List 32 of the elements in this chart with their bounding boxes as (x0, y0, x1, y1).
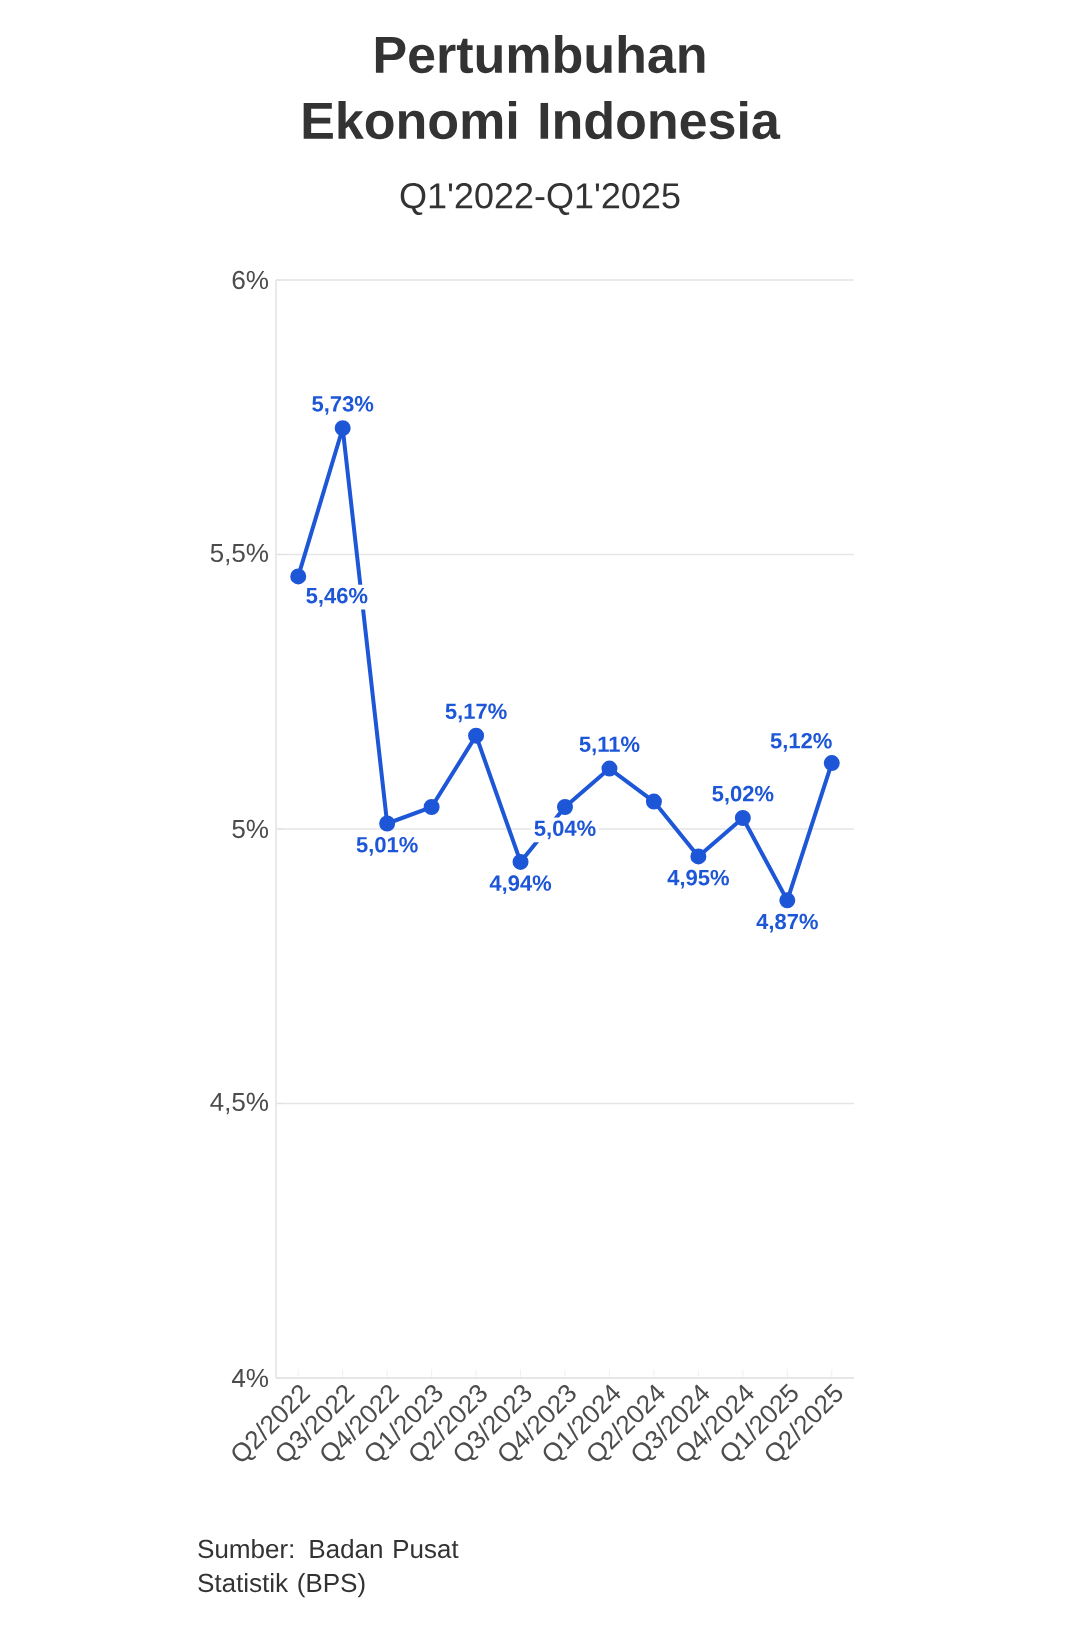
data-label: 5,17% (445, 703, 507, 723)
data-label: 5,04% (534, 820, 596, 840)
point (512, 853, 529, 870)
point (468, 727, 485, 744)
chart-subtitle: Q1'2022-Q1'2025 (400, 183, 680, 215)
data-label: 5,73% (312, 396, 374, 415)
y-tick-label: 4% (231, 1368, 269, 1388)
text: Sumber: Badan Pusat Statistik (BPS) (198, 1539, 459, 1598)
data-label: 5,46% (306, 587, 368, 607)
data-label: 5,11% (579, 736, 640, 756)
point (334, 420, 351, 437)
point (423, 799, 440, 816)
point (290, 568, 307, 585)
point (601, 760, 618, 777)
data-label: 4,94% (489, 875, 552, 895)
point (690, 848, 707, 865)
point (557, 799, 573, 816)
data-label: 4,87% (756, 913, 818, 933)
point (779, 892, 796, 909)
point (379, 815, 396, 832)
y-tick-label: 4,5% (210, 1092, 269, 1115)
data-label: 5,12% (770, 732, 832, 752)
chart-title: Pertumbuhan Ekonomi Indonesia (303, 35, 781, 140)
y-tick-label: 6% (232, 270, 269, 290)
point (823, 755, 840, 772)
data-label: 5,02% (712, 785, 774, 805)
data-label: 4,95% (667, 869, 729, 889)
y-tick-label: 5% (232, 819, 269, 839)
data-label: 5,01% (356, 836, 418, 856)
y-tick-label: 5,5% (210, 543, 269, 566)
point (645, 793, 662, 810)
point (734, 810, 751, 827)
